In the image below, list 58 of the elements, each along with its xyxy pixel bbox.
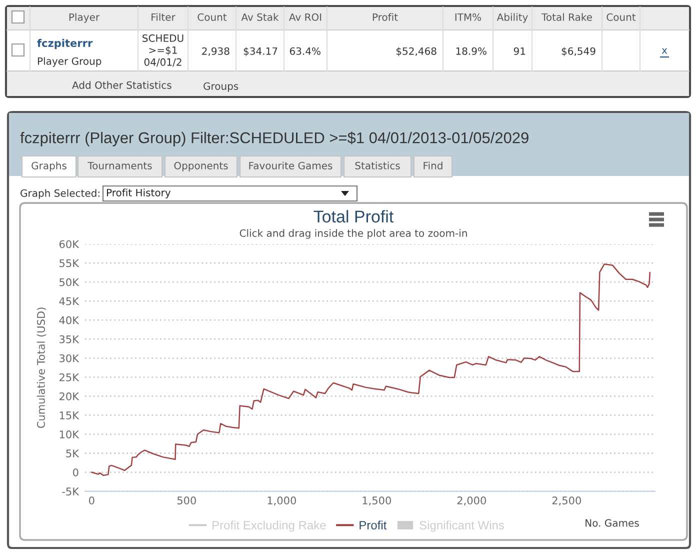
x-tick-label: 2,500 bbox=[552, 496, 581, 506]
x-tick-label: 1,500 bbox=[362, 496, 391, 506]
text: Graph Selected: bbox=[20, 189, 100, 199]
text: Add Other Statistics bbox=[72, 81, 172, 89]
category-label: Av Stak bbox=[241, 13, 279, 21]
text: fczpiterrr (Player Group) Filter:SCHEDULED >=$1 04/01/2013-01/05/2029 bbox=[20, 132, 528, 146]
y-tick-label: 10K bbox=[60, 430, 80, 438]
chart-subtitle: Click and drag inside the plot area to zoom-in bbox=[240, 229, 467, 239]
text: 2,938 bbox=[202, 47, 230, 56]
category-label: Player bbox=[69, 13, 100, 23]
text: SCHEDU >=$1 04/01/2 bbox=[142, 34, 184, 67]
y-tick-label: 55K bbox=[60, 259, 80, 268]
y-tick-label: 0 bbox=[73, 468, 78, 476]
y-tick-label: 35K bbox=[60, 335, 80, 344]
x-axis-title: No. Games bbox=[586, 519, 639, 527]
x-tick-label: 0 bbox=[89, 496, 94, 504]
text: x bbox=[662, 48, 668, 54]
text: $34.17 bbox=[244, 47, 278, 56]
y-tick-label: 20K bbox=[60, 392, 80, 400]
text: Tournaments bbox=[88, 162, 152, 170]
text: 63.4% bbox=[290, 47, 320, 55]
y-tick-label: 60K bbox=[59, 240, 80, 248]
y-tick-label: 45K bbox=[59, 297, 80, 306]
y-tick-label: 25K bbox=[60, 373, 80, 382]
category-label: Total Rake bbox=[541, 13, 592, 21]
x-tick-label: 1,000 bbox=[268, 496, 296, 506]
category-label: ITM% bbox=[455, 13, 482, 21]
text: Graphs bbox=[32, 162, 66, 172]
text: Profit History bbox=[106, 188, 171, 198]
legend-label: Profit bbox=[360, 520, 387, 530]
text: Favourite Games bbox=[249, 162, 332, 170]
category-label: Ability bbox=[496, 13, 528, 23]
y-tick-label: -5K bbox=[62, 488, 80, 496]
category-label: Av ROI bbox=[289, 13, 322, 21]
text: Groups bbox=[204, 82, 238, 92]
text: Player Group bbox=[38, 57, 102, 67]
text: $52,468 bbox=[396, 47, 436, 56]
category-label: Filter bbox=[152, 13, 176, 21]
category-label: Profit bbox=[372, 13, 398, 21]
category-label: Count bbox=[198, 13, 227, 21]
y-tick-label: 5K bbox=[66, 450, 80, 458]
text: 18.9% bbox=[456, 47, 486, 55]
text: 91 bbox=[514, 47, 526, 55]
line-series bbox=[91, 264, 650, 476]
category-label: Count bbox=[606, 13, 636, 21]
text: Statistics bbox=[355, 162, 400, 170]
text: fczpiterrr bbox=[37, 38, 93, 50]
y-tick-label: 30K bbox=[60, 354, 80, 362]
text: $6,549 bbox=[562, 47, 596, 56]
y-tick-label: 15K bbox=[60, 412, 80, 420]
x-tick-label: 500 bbox=[177, 496, 196, 504]
text: Opponents bbox=[174, 162, 228, 172]
y-axis-title: Cumulative Total (USD) bbox=[36, 308, 46, 428]
text: Find bbox=[424, 162, 442, 170]
x-tick-label: 2,000 bbox=[457, 496, 486, 506]
y-tick-label: 40K bbox=[59, 316, 80, 324]
chart-title: Total Profit bbox=[314, 210, 394, 223]
y-tick-label: 50K bbox=[60, 278, 80, 286]
